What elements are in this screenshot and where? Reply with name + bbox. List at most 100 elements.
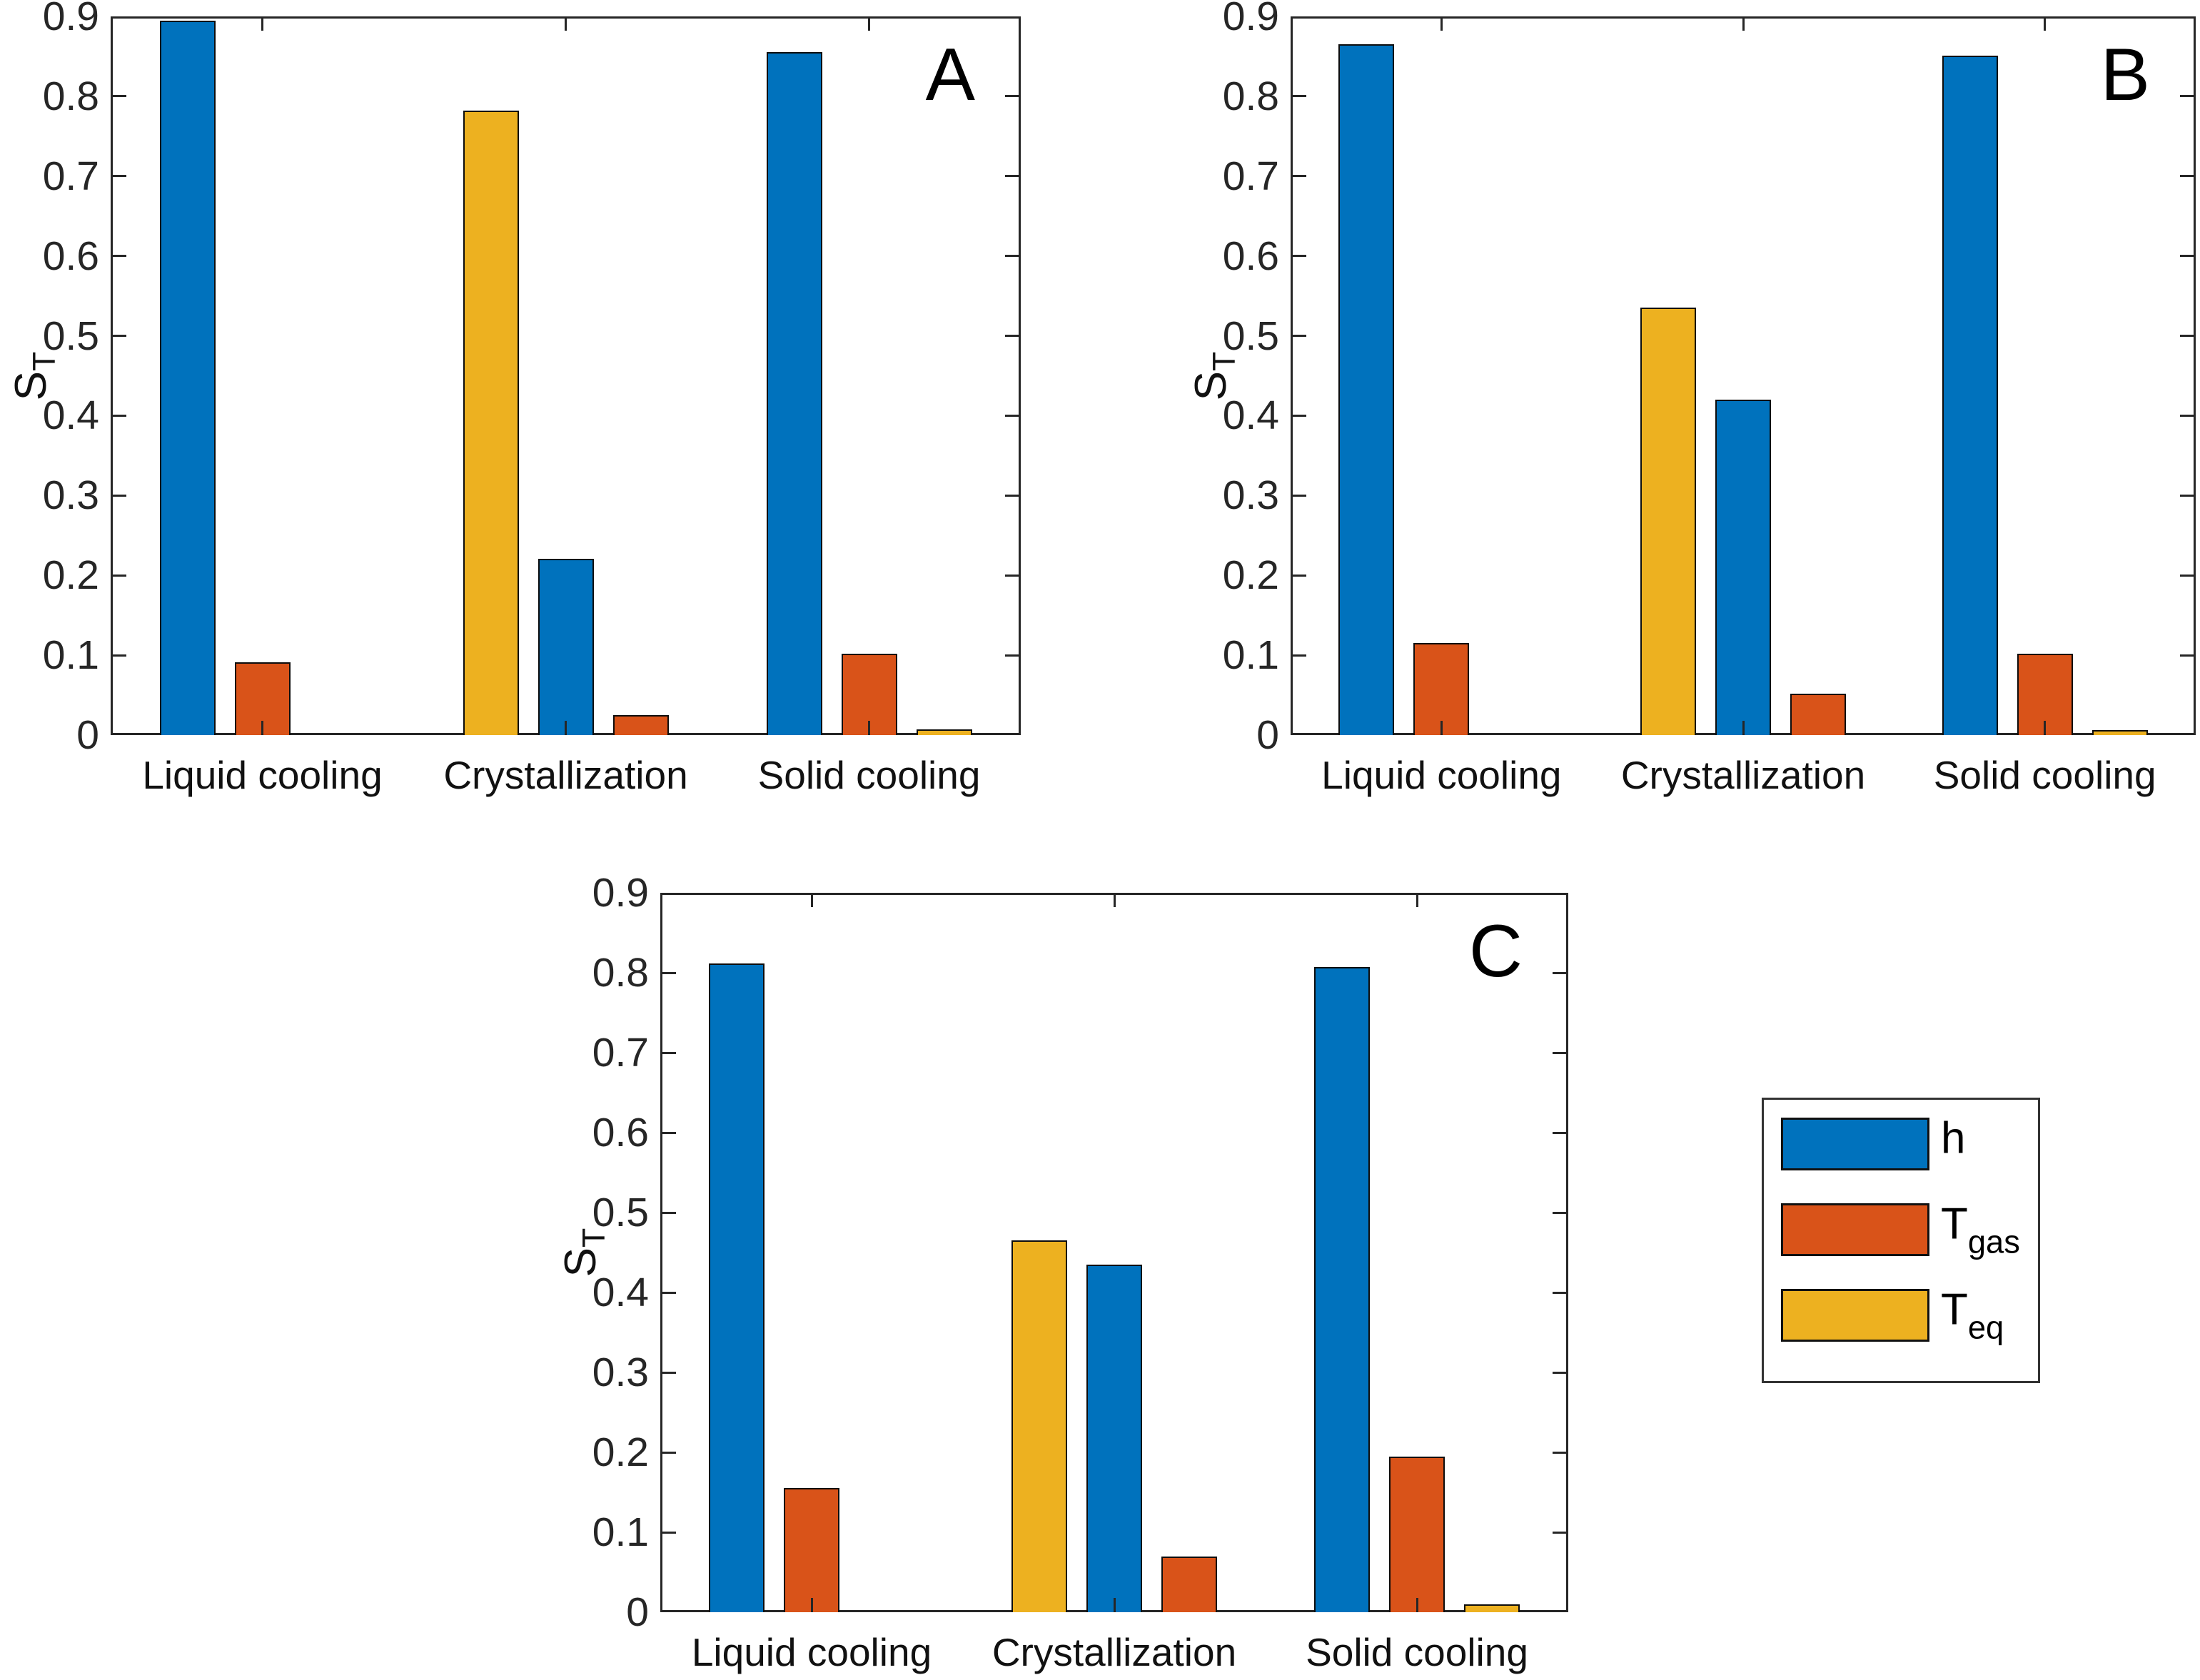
x-tick-mark <box>2044 16 2047 31</box>
x-tick-mark <box>1742 16 1745 31</box>
bar-t-eq-solid-cooling <box>916 729 972 735</box>
y-tick-mark <box>1553 1051 1568 1054</box>
x-category-label-crystallization: Crystallization <box>991 1630 1237 1674</box>
y-tick-label-0.1: 0.1 <box>1222 632 1279 679</box>
y-tick-label-0.7: 0.7 <box>1222 153 1279 199</box>
y-tick-mark <box>2180 335 2196 338</box>
legend-row-h: h <box>1764 1113 2038 1170</box>
bar-h-solid-cooling <box>1942 55 1998 735</box>
y-tick-label-0.6: 0.6 <box>42 233 99 279</box>
y-tick-mark <box>660 1531 676 1534</box>
x-tick-mark <box>1440 16 1443 31</box>
x-tick-mark <box>2044 721 2047 735</box>
y-tick-mark <box>660 1051 676 1054</box>
x-tick-mark <box>810 1598 813 1612</box>
y-tick-label-0.2: 0.2 <box>592 1429 649 1475</box>
y-tick-mark <box>660 1291 676 1294</box>
y-tick-mark <box>1291 654 1306 657</box>
x-category-label-solid-cooling: Solid cooling <box>1306 1630 1528 1674</box>
y-tick-mark <box>1291 733 1306 735</box>
y-tick-mark <box>2180 175 2196 178</box>
bar-h-crystallization <box>538 558 594 735</box>
bar-h-solid-cooling <box>766 52 822 735</box>
y-tick-mark <box>1005 414 1021 417</box>
y-tick-mark <box>660 1371 676 1374</box>
y-tick-mark <box>1005 175 1021 178</box>
y-tick-mark <box>111 574 126 577</box>
y-tick-label-0.9: 0.9 <box>42 0 99 39</box>
panel-b: ST B 0 0.1 0.2 0.3 0.4 0.5 0.6 0.7 0.8 0.9 Liquid … <box>1186 0 2196 797</box>
y-tick-mark <box>1005 255 1021 258</box>
bar-t-gas-crystallization <box>1790 693 1846 735</box>
panel-c-letter: C <box>1468 910 1523 993</box>
y-tick-mark <box>2180 95 2196 98</box>
y-tick-mark <box>1291 16 1306 19</box>
x-category-label-solid-cooling: Solid cooling <box>757 753 981 797</box>
y-tick-mark <box>1553 1131 1568 1134</box>
y-tick-mark <box>1553 1211 1568 1214</box>
y-tick-mark <box>2180 16 2196 19</box>
y-tick-label-0.1: 0.1 <box>592 1509 649 1555</box>
y-tick-label-0.8: 0.8 <box>1222 73 1279 119</box>
bar-t-gas-liquid-cooling <box>784 1488 839 1612</box>
y-tick-mark <box>111 335 126 338</box>
y-tick-mark <box>1553 1291 1568 1294</box>
y-tick-mark <box>111 733 126 735</box>
y-tick-mark <box>111 654 126 657</box>
y-tick-label-0.8: 0.8 <box>42 73 99 119</box>
y-tick-mark <box>1291 255 1306 258</box>
bar-h-liquid-cooling <box>159 20 216 735</box>
x-category-label-solid-cooling: Solid cooling <box>1933 753 2156 797</box>
panel-c: ST C 0 0.1 0.2 0.3 0.4 0.5 0.6 0.7 0.8 0.9 Liquid … <box>556 870 1568 1674</box>
y-tick-mark <box>1553 1610 1568 1612</box>
y-tick-label-0.3: 0.3 <box>592 1350 649 1395</box>
x-tick-mark <box>1416 1598 1418 1612</box>
x-tick-mark <box>1742 721 1745 735</box>
x-tick-mark <box>810 893 813 907</box>
y-tick-label-0.6: 0.6 <box>1222 233 1279 279</box>
y-tick-label-0.5: 0.5 <box>42 313 99 359</box>
y-tick-mark <box>1553 971 1568 974</box>
y-tick-mark <box>1005 16 1021 19</box>
y-tick-mark <box>1291 574 1306 577</box>
x-category-label-liquid-cooling: Liquid cooling <box>1321 753 1562 797</box>
bar-t-gas-crystallization <box>1161 1556 1217 1612</box>
y-tick-label-0.8: 0.8 <box>592 950 649 996</box>
bar-h-crystallization <box>1715 400 1771 735</box>
y-tick-mark <box>1553 1371 1568 1374</box>
legend-row-teq: Teq <box>1764 1285 2038 1346</box>
y-tick-label-0.2: 0.2 <box>42 552 99 599</box>
bar-h-liquid-cooling <box>709 963 765 1612</box>
y-tick-mark <box>111 95 126 98</box>
x-category-label-liquid-cooling: Liquid cooling <box>691 1630 932 1674</box>
y-tick-label-0.2: 0.2 <box>1222 552 1279 599</box>
y-tick-label-0: 0 <box>1256 712 1279 758</box>
bar-h-crystallization <box>1086 1264 1142 1612</box>
y-tick-mark <box>660 1610 676 1612</box>
y-tick-label-0: 0 <box>626 1589 649 1635</box>
legend-swatch-h <box>1781 1118 1929 1170</box>
bar-h-liquid-cooling <box>1338 44 1395 735</box>
y-tick-label-0.3: 0.3 <box>42 472 99 519</box>
y-tick-mark <box>1005 654 1021 657</box>
bar-t-gas-liquid-cooling <box>1413 643 1470 735</box>
bar-t-eq-crystallization <box>463 111 519 735</box>
panel-b-letter: B <box>2100 34 2150 116</box>
y-tick-mark <box>111 16 126 19</box>
legend-row-tgas: Tgas <box>1764 1199 2038 1260</box>
y-tick-mark <box>660 1131 676 1134</box>
y-tick-label-0.4: 0.4 <box>592 1270 649 1315</box>
x-tick-mark <box>261 16 263 31</box>
y-tick-label-0.9: 0.9 <box>592 870 649 916</box>
y-tick-mark <box>660 971 676 974</box>
legend-swatch-tgas <box>1781 1203 1929 1256</box>
x-tick-mark <box>868 721 870 735</box>
y-tick-mark <box>1291 494 1306 497</box>
x-category-label-crystallization: Crystallization <box>443 753 688 797</box>
y-tick-mark <box>2180 255 2196 258</box>
x-tick-mark <box>1440 721 1443 735</box>
y-tick-label-0.4: 0.4 <box>1222 393 1279 439</box>
y-tick-mark <box>111 414 126 417</box>
y-tick-mark <box>2180 654 2196 657</box>
